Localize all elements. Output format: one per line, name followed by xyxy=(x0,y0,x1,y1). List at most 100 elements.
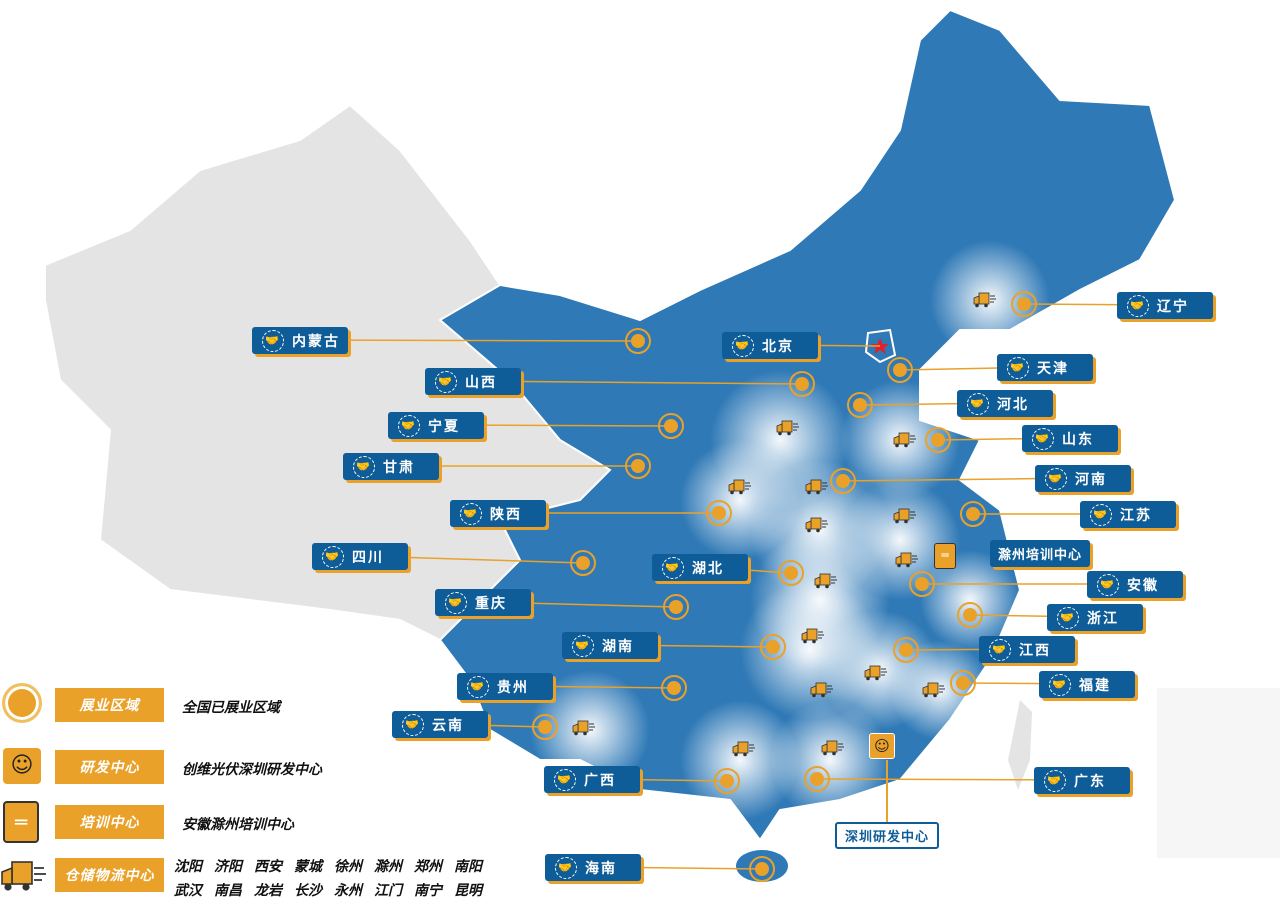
province-label[interactable]: 🤝 江西 xyxy=(979,636,1075,663)
rnd-center-label[interactable]: 深圳研发中心 xyxy=(835,822,940,849)
province-label[interactable]: 🤝 宁夏 xyxy=(388,412,484,439)
region-marker[interactable] xyxy=(950,670,976,696)
logistics-city: 武汉 xyxy=(174,883,202,899)
province-label[interactable]: 🤝 广东 xyxy=(1034,767,1130,794)
region-marker[interactable] xyxy=(658,413,684,439)
region-marker[interactable] xyxy=(625,453,651,479)
logistics-city: 济阳 xyxy=(214,859,242,875)
handshake-icon: 🤝 xyxy=(1097,573,1119,596)
province-label[interactable]: 🤝 贵州 xyxy=(457,673,553,700)
province-label[interactable]: 🤝 山东 xyxy=(1022,425,1118,452)
province-name: 河南 xyxy=(1075,471,1107,488)
region-marker[interactable] xyxy=(663,594,689,620)
region-marker[interactable] xyxy=(957,602,983,628)
legend-clipboard-icon: ═ xyxy=(3,801,39,843)
logistics-city-list: 沈阳 济阳 西安 蒙城 徐州 滁州 郑州 南阳 武汉 南昌 龙岩 长沙 永州 江门 南宁 昆明 xyxy=(174,856,504,900)
region-marker[interactable] xyxy=(625,328,651,354)
province-label[interactable]: 🤝 海南 xyxy=(545,854,641,881)
province-name: 江苏 xyxy=(1120,507,1152,524)
legend-tag: 培训中心 xyxy=(55,805,164,839)
region-marker[interactable] xyxy=(887,357,913,383)
logistics-city: 南宁 xyxy=(414,883,442,899)
region-marker[interactable] xyxy=(960,501,986,527)
handshake-icon: 🤝 xyxy=(460,502,482,525)
handshake-icon: 🤝 xyxy=(1045,467,1067,490)
handshake-icon: 🤝 xyxy=(989,638,1011,661)
logistics-city: 徐州 xyxy=(334,859,362,875)
province-label[interactable]: 🤝 甘肃 xyxy=(343,453,439,480)
region-marker[interactable] xyxy=(532,714,558,740)
province-label[interactable]: 🤝 内蒙古 xyxy=(252,327,348,354)
legend-desc: 创维光伏深圳研发中心 xyxy=(182,762,322,778)
region-marker[interactable] xyxy=(661,675,687,701)
training-center-label[interactable]: 滁州培训中心 xyxy=(990,540,1091,567)
region-marker[interactable] xyxy=(749,856,775,882)
legend-truck-icon xyxy=(1,861,46,891)
province-name: 贵州 xyxy=(497,679,529,696)
handshake-icon: 🤝 xyxy=(1049,673,1071,696)
province-label[interactable]: 🤝 山西 xyxy=(425,368,521,395)
rnd-center-icon: ☺ xyxy=(869,733,895,759)
province-label[interactable]: 🤝 陕西 xyxy=(450,500,546,527)
region-marker[interactable] xyxy=(847,392,873,418)
province-label[interactable]: 🤝 重庆 xyxy=(435,589,531,616)
province-label[interactable]: 🤝 江苏 xyxy=(1080,501,1176,528)
handshake-icon: 🤝 xyxy=(1090,503,1112,526)
region-marker[interactable] xyxy=(925,427,951,453)
truck-icon xyxy=(821,740,844,756)
province-name: 天津 xyxy=(1037,360,1069,377)
logistics-city: 龙岩 xyxy=(254,883,282,899)
province-label[interactable]: 🤝 河北 xyxy=(957,390,1053,417)
province-label[interactable]: 🤝 安徽 xyxy=(1087,571,1183,598)
region-marker[interactable] xyxy=(714,768,740,794)
highlight-glow xyxy=(890,640,990,740)
province-label[interactable]: 🤝 湖南 xyxy=(562,632,658,659)
province-name: 重庆 xyxy=(475,595,507,612)
province-name: 海南 xyxy=(585,860,617,877)
region-marker[interactable] xyxy=(778,560,804,586)
province-name: 云南 xyxy=(432,717,464,734)
province-name: 陕西 xyxy=(490,506,522,523)
province-label[interactable]: 🤝 广西 xyxy=(544,766,640,793)
handshake-icon: 🤝 xyxy=(554,768,576,791)
logistics-city: 永州 xyxy=(334,883,362,899)
province-label[interactable]: 🤝 浙江 xyxy=(1047,604,1143,631)
logistics-city: 江门 xyxy=(374,883,402,899)
region-marker[interactable] xyxy=(706,500,732,526)
province-name: 河北 xyxy=(997,396,1029,413)
province-label[interactable]: 🤝 河南 xyxy=(1035,465,1131,492)
region-marker[interactable] xyxy=(804,766,830,792)
province-label[interactable]: 🤝 湖北 xyxy=(652,554,748,581)
handshake-icon: 🤝 xyxy=(398,414,420,437)
region-marker[interactable] xyxy=(1011,291,1037,317)
truck-icon xyxy=(895,552,918,568)
province-name: 四川 xyxy=(352,549,384,566)
region-marker[interactable] xyxy=(893,637,919,663)
handshake-icon: 🤝 xyxy=(572,634,594,657)
highlight-glow xyxy=(930,240,1050,360)
truck-icon xyxy=(728,479,751,495)
region-marker[interactable] xyxy=(909,571,935,597)
province-label[interactable]: 🤝 四川 xyxy=(312,543,408,570)
handshake-icon: 🤝 xyxy=(1127,294,1149,317)
handshake-icon: 🤝 xyxy=(1044,769,1066,792)
truck-icon xyxy=(973,292,996,308)
handshake-icon: 🤝 xyxy=(353,455,375,478)
province-name: 宁夏 xyxy=(428,418,460,435)
province-label[interactable]: 🤝 天津 xyxy=(997,354,1093,381)
truck-icon xyxy=(805,479,828,495)
handshake-icon: 🤝 xyxy=(1007,356,1029,379)
handshake-icon: 🤝 xyxy=(445,591,467,614)
province-label[interactable]: 🤝 北京 xyxy=(722,332,818,359)
region-marker[interactable] xyxy=(789,371,815,397)
region-marker[interactable] xyxy=(570,550,596,576)
region-marker[interactable] xyxy=(830,468,856,494)
legend-desc: 安徽滁州培训中心 xyxy=(182,817,294,833)
province-label[interactable]: 🤝 福建 xyxy=(1039,671,1135,698)
logistics-city: 南昌 xyxy=(214,883,242,899)
handshake-icon: 🤝 xyxy=(262,329,284,352)
region-marker[interactable] xyxy=(760,634,786,660)
province-label[interactable]: 🤝 辽宁 xyxy=(1117,292,1213,319)
province-name: 北京 xyxy=(762,338,794,355)
province-label[interactable]: 🤝 云南 xyxy=(392,711,488,738)
